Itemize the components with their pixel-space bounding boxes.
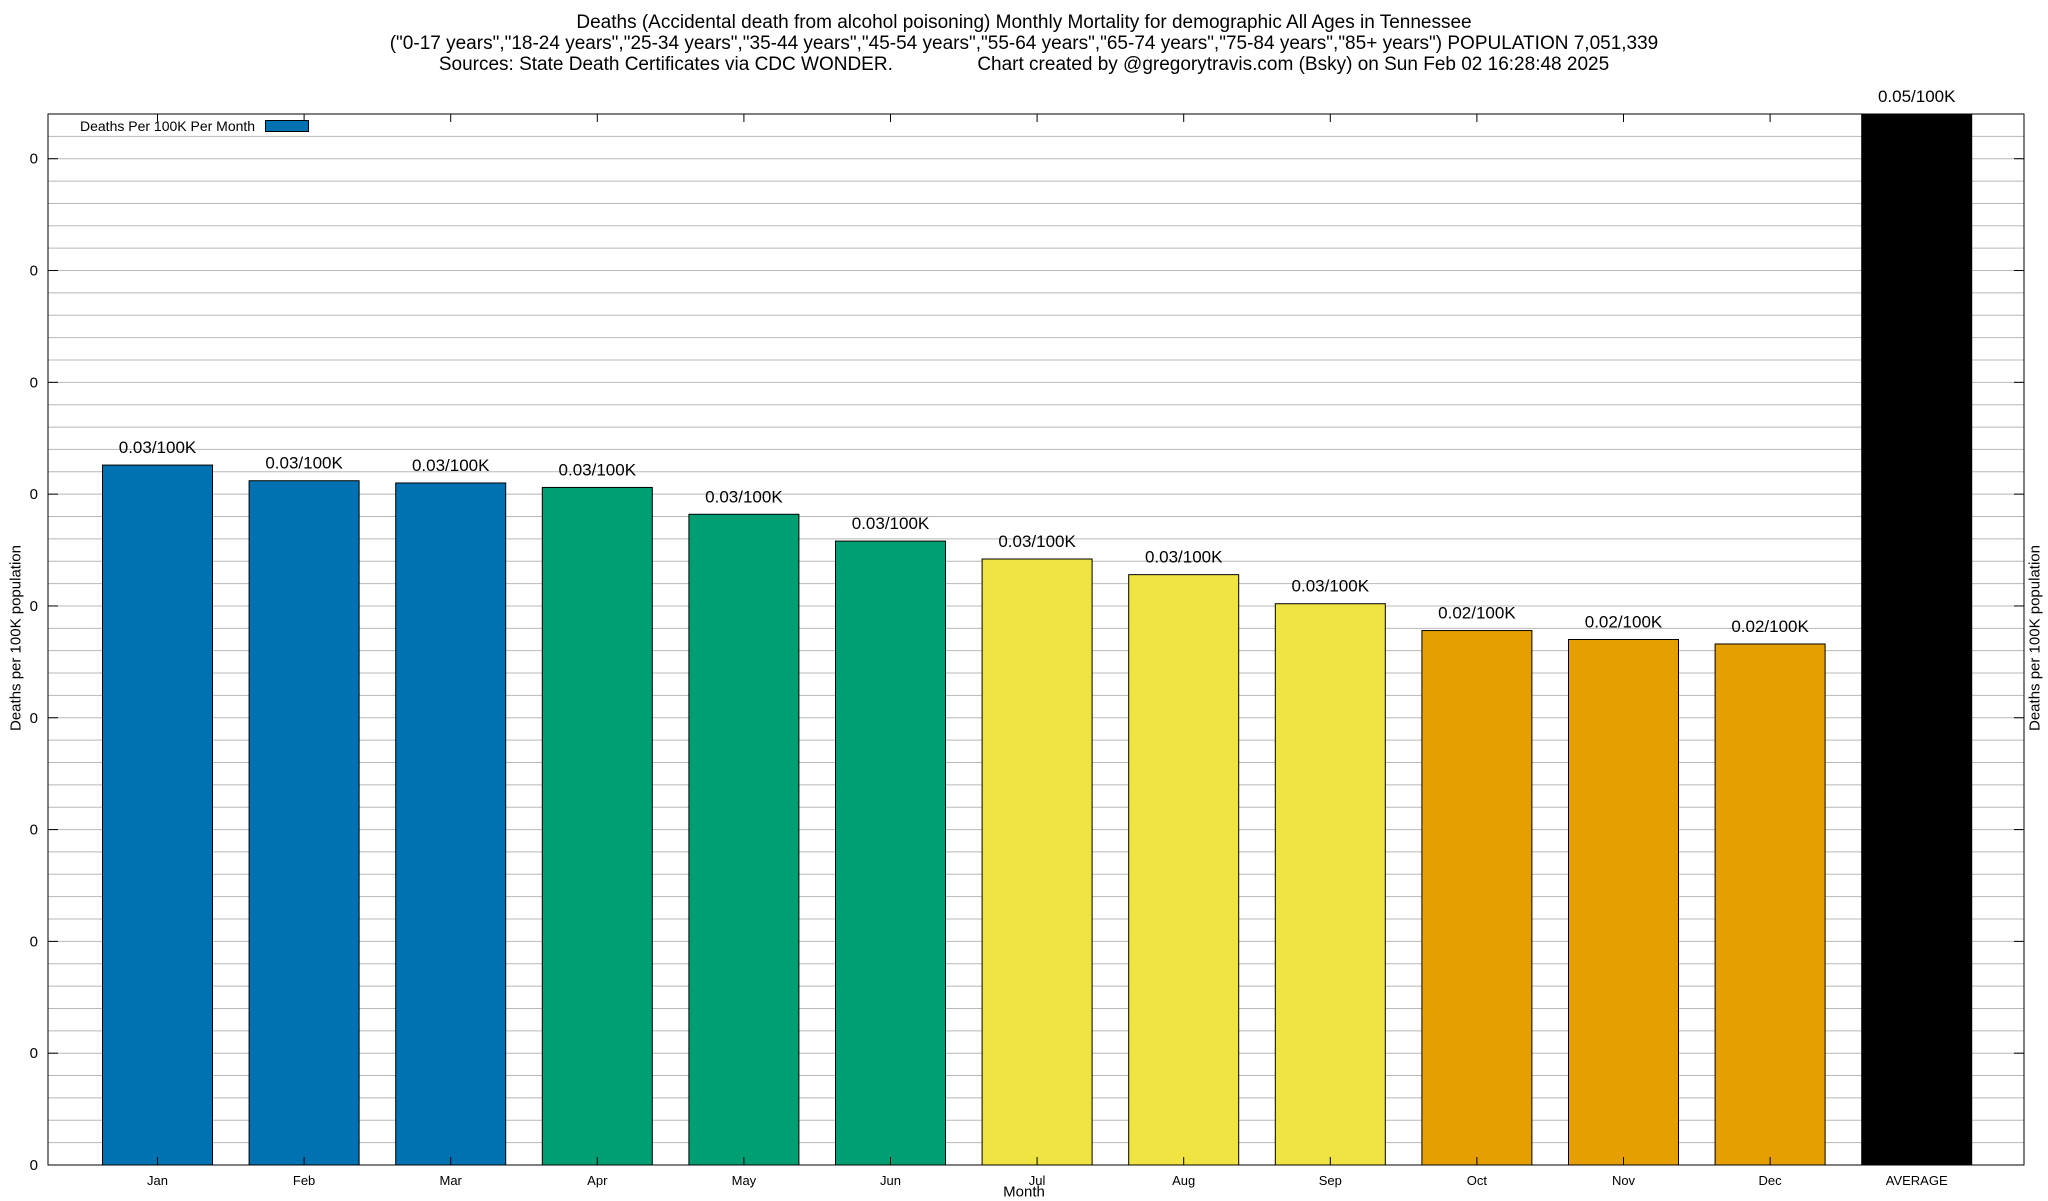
bar-value-labels: 0.03/100K 0.03/100K 0.03/100K 0.03/100K 0.03… — [119, 87, 1956, 636]
bar-value-label: 0.03/100K — [265, 454, 343, 473]
bar-value-label: 0.03/100K — [412, 456, 490, 475]
bar-apr — [541, 486, 653, 1166]
bar-jun — [835, 540, 946, 1166]
y-tick-label: 0 — [30, 598, 38, 615]
y-tick-label: 0 — [30, 933, 38, 950]
y-tick-label: 0 — [30, 822, 38, 839]
x-tick-label: Jul — [1029, 1173, 1046, 1188]
bar-jul — [981, 558, 1093, 1166]
bar-value-label: 0.03/100K — [705, 487, 783, 506]
bar-value-label: 0.03/100K — [998, 532, 1076, 551]
bar-value-label: 0.03/100K — [1145, 548, 1223, 567]
bar-value-label: 0.03/100K — [1292, 577, 1370, 596]
title-line-2: ("0-17 years","18-24 years","25-34 years… — [389, 33, 1659, 54]
bar-dec — [1714, 643, 1826, 1166]
bar-oct — [1421, 630, 1533, 1166]
legend: Deaths Per 100K Per Month — [80, 118, 310, 134]
x-tick-label: Jan — [147, 1173, 168, 1188]
x-tick-label: Oct — [1467, 1173, 1488, 1188]
bar-value-label: 0.03/100K — [852, 514, 930, 533]
x-tick-label: Dec — [1759, 1173, 1783, 1188]
bar-may — [688, 513, 800, 1166]
bar-mar — [395, 482, 507, 1166]
y-axis-label-left: Deaths per 100K population — [7, 545, 25, 731]
chart-title: Deaths (Accidental death from alcohol po… — [0, 12, 2048, 75]
bar-average — [1861, 113, 1973, 1166]
x-axis-label: Month — [1003, 1183, 1045, 1201]
bar-value-label: 0.05/100K — [1878, 87, 1956, 106]
legend-label: Deaths Per 100K Per Month — [80, 118, 256, 134]
x-tick-label: Nov — [1612, 1173, 1636, 1188]
bars — [102, 113, 1973, 1166]
y-tick-label: 0 — [30, 1045, 38, 1062]
y-tick-label: 0 — [30, 263, 38, 280]
bar-value-label: 0.03/100K — [119, 438, 197, 457]
y-tick-label: 0 — [30, 151, 38, 168]
bar-nov — [1568, 639, 1679, 1166]
y-axis-label-right: Deaths per 100K population — [2026, 545, 2044, 731]
title-line-3: Sources: State Death Certificates via CD… — [438, 54, 1610, 75]
bar-aug — [1128, 574, 1240, 1166]
bar-value-label: 0.02/100K — [1585, 613, 1663, 632]
bar-value-label: 0.03/100K — [559, 460, 637, 479]
legend-swatch — [265, 120, 310, 132]
bar-value-label: 0.02/100K — [1438, 604, 1516, 623]
x-axis-ticks: Jan Feb Mar Apr May Jun Jul Aug Sep Oct Nov Dec AVER… — [147, 114, 1948, 1188]
bar-sep — [1274, 603, 1386, 1166]
x-tick-label: Aug — [1172, 1173, 1195, 1188]
y-tick-label: 0 — [30, 710, 38, 727]
y-tick-label: 0 — [30, 374, 38, 391]
x-tick-label: Sep — [1319, 1173, 1342, 1188]
title-line-1: Deaths (Accidental death from alcohol po… — [576, 12, 1472, 33]
x-tick-label: AVERAGE — [1886, 1173, 1948, 1188]
y-tick-label: 0 — [30, 486, 38, 503]
bar-jan — [102, 464, 213, 1166]
x-tick-label: Mar — [440, 1173, 463, 1188]
x-tick-label: Apr — [587, 1173, 608, 1188]
x-tick-label: Jun — [880, 1173, 901, 1188]
bar-feb — [248, 480, 360, 1166]
x-tick-label: Feb — [293, 1173, 315, 1188]
bar-value-label: 0.02/100K — [1731, 617, 1809, 636]
x-tick-label: May — [732, 1173, 757, 1188]
plot-frame — [47, 113, 2025, 1166]
y-tick-label: 0 — [30, 1157, 38, 1174]
